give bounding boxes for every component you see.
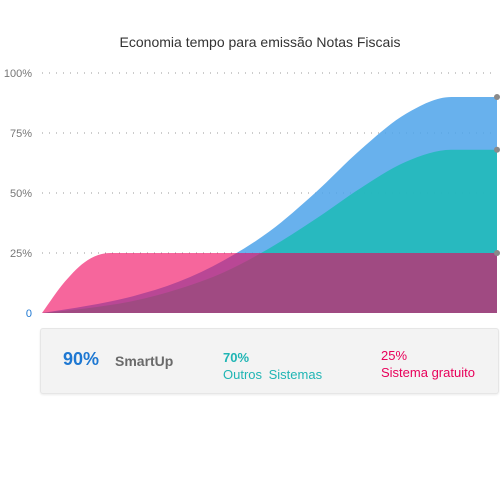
- area-sistema-gratuito: [42, 253, 497, 313]
- legend-gratuito-value: 25%: [381, 348, 408, 363]
- area-chart: 0 25% 50% 75% 100%: [4, 68, 500, 320]
- series-end-point: [494, 146, 500, 153]
- series-end-point: [494, 250, 500, 256]
- legend-panel: 90% SmartUp 70% Outros Sistemas 25% Sist…: [40, 328, 499, 394]
- series-areas: [42, 97, 497, 313]
- chart-title: Economia tempo para emissão Notas Fiscai…: [119, 34, 401, 50]
- legend-smartup-label: SmartUp: [115, 353, 174, 369]
- y-tick-label: 50%: [10, 188, 32, 200]
- y-tick-label: 25%: [10, 248, 32, 260]
- legend-smartup-value: 90%: [63, 349, 100, 369]
- series-end-markers: [494, 94, 500, 256]
- y-tick-label: 75%: [10, 128, 32, 140]
- legend-gratuito-label: Sistema gratuito: [381, 365, 475, 380]
- series-end-point: [494, 94, 500, 100]
- legend-outros-value: 70%: [223, 350, 250, 365]
- y-tick-label: 100%: [4, 68, 32, 80]
- y-axis-ticks: 0 25% 50% 75% 100%: [4, 68, 32, 320]
- legend-outros-label: Outros Sistemas: [223, 367, 323, 382]
- y-tick-label: 0: [26, 308, 32, 320]
